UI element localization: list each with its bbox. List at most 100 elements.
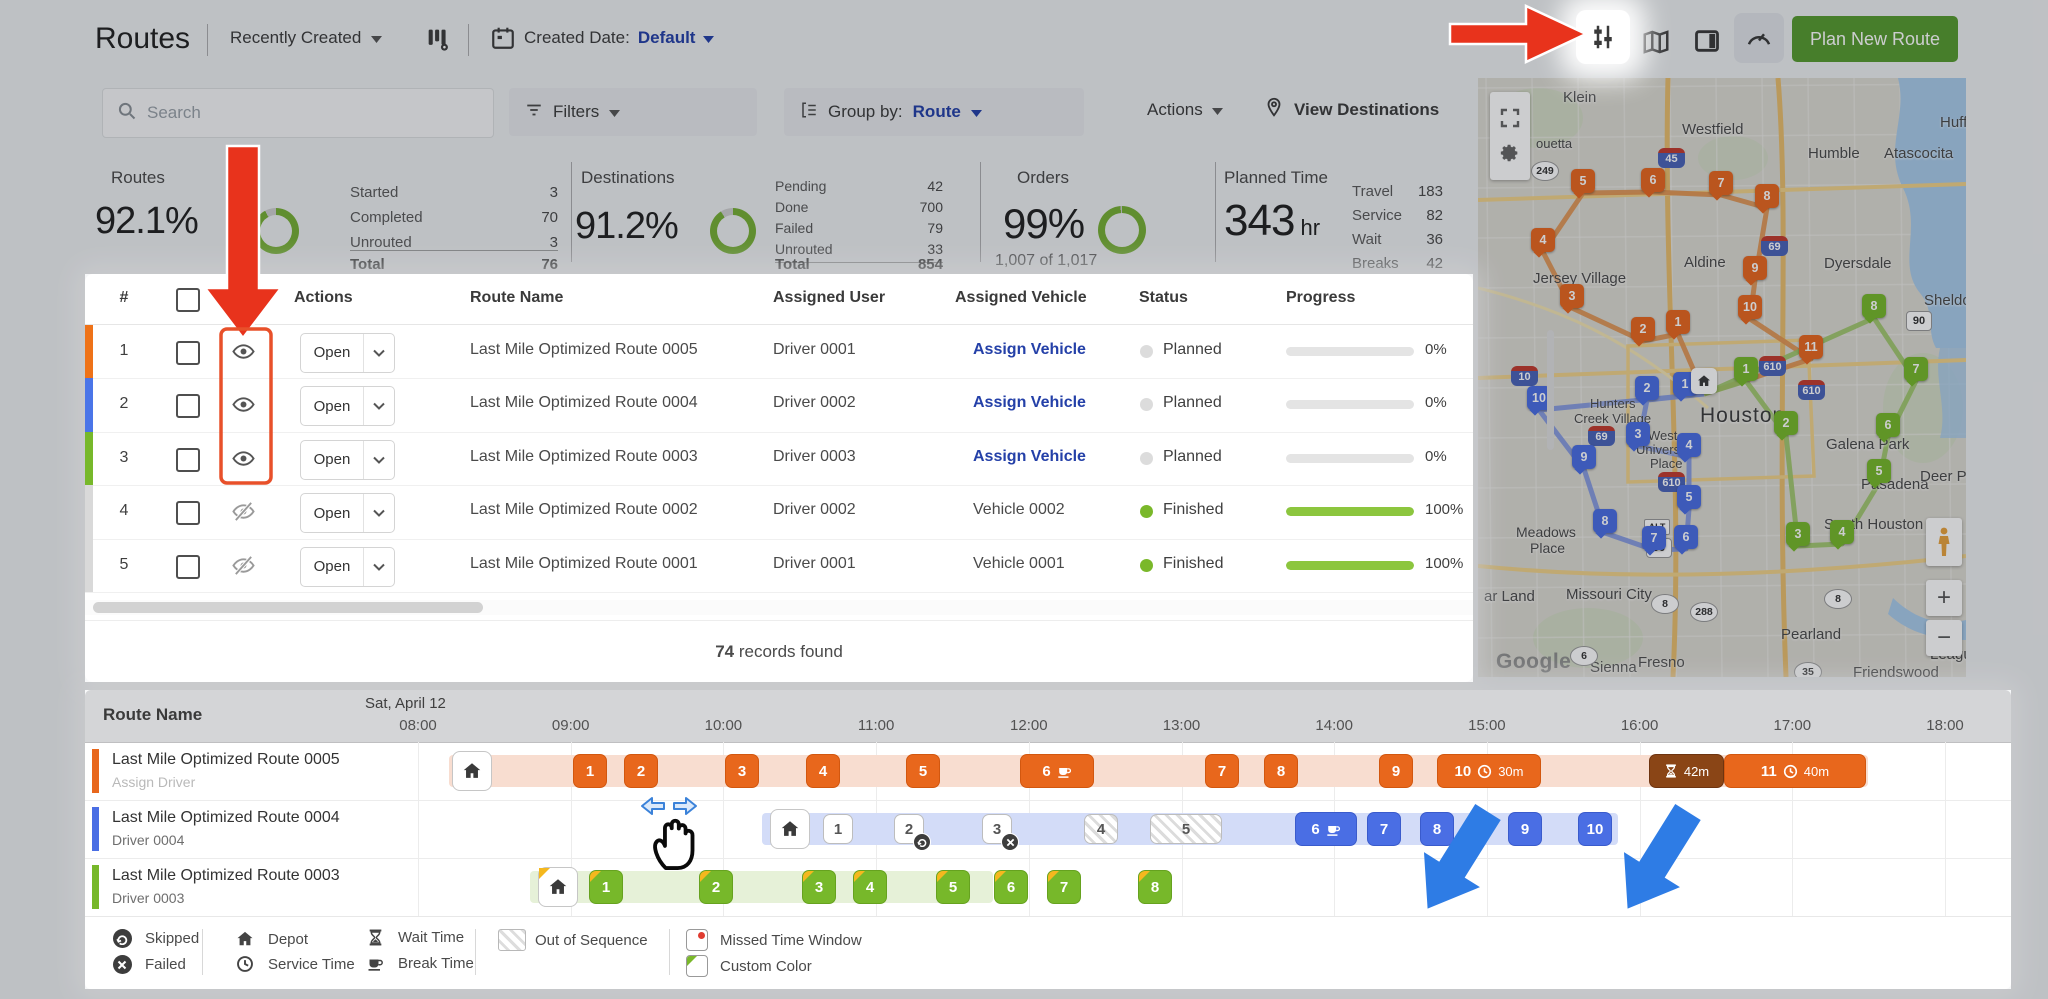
map-stop-marker[interactable]: 5 bbox=[1571, 169, 1595, 193]
row-checkbox[interactable] bbox=[176, 394, 200, 418]
route-stop[interactable]: 2 bbox=[624, 754, 658, 788]
route-stop[interactable]: 5 bbox=[1150, 814, 1222, 844]
route-stop[interactable]: 5 bbox=[936, 870, 970, 904]
open-route-button[interactable]: Open bbox=[300, 493, 395, 533]
fullscreen-icon[interactable] bbox=[1500, 108, 1520, 128]
eye-icon[interactable] bbox=[232, 393, 255, 416]
depot-home-marker[interactable] bbox=[538, 867, 578, 907]
route-stop[interactable]: 8 bbox=[1264, 754, 1298, 788]
route-stop[interactable]: 6 bbox=[994, 870, 1028, 904]
map-stop-marker[interactable]: 6 bbox=[1641, 168, 1665, 192]
created-date-dropdown[interactable]: Created Date: Default bbox=[524, 28, 715, 48]
eye-icon[interactable] bbox=[232, 340, 255, 363]
filters-button[interactable]: Filters bbox=[509, 88, 757, 136]
table-row[interactable]: 1 Open Last Mile Optimized Route 0005 Dr… bbox=[85, 324, 1473, 379]
plan-new-route-button[interactable]: Plan New Route bbox=[1792, 16, 1958, 62]
map-stop-marker[interactable]: 8 bbox=[1862, 294, 1886, 318]
select-all-checkbox[interactable] bbox=[176, 288, 200, 312]
dashboard-button[interactable] bbox=[1734, 13, 1784, 63]
column-settings-icon[interactable] bbox=[424, 25, 452, 53]
open-menu-chevron[interactable] bbox=[363, 387, 394, 425]
row-checkbox[interactable] bbox=[176, 340, 200, 365]
route-stop[interactable]: 3 bbox=[982, 814, 1019, 851]
map-stop-marker[interactable]: 5 bbox=[1867, 459, 1891, 483]
route-stop[interactable]: 11 40m bbox=[1724, 754, 1866, 788]
timeline-track[interactable]: 1 2 3 4 5 6 7 8 bbox=[353, 858, 2011, 916]
table-row[interactable]: 5 Open Last Mile Optimized Route 0001 Dr… bbox=[85, 538, 1473, 593]
map-settings-gear-icon[interactable] bbox=[1499, 142, 1521, 164]
map-stop-marker[interactable]: 10 bbox=[1738, 295, 1762, 319]
map-stop-marker[interactable]: 2 bbox=[1635, 376, 1659, 400]
search-input[interactable]: Search bbox=[102, 88, 494, 138]
map-stop-marker[interactable]: 6 bbox=[1674, 525, 1698, 549]
actions-dropdown[interactable]: Actions bbox=[1147, 100, 1223, 120]
eye-off-icon[interactable] bbox=[232, 500, 255, 523]
open-menu-chevron[interactable] bbox=[363, 440, 394, 479]
route-stop[interactable]: 3 bbox=[802, 870, 836, 904]
map-view-button[interactable] bbox=[1641, 27, 1671, 57]
assigned-vehicle[interactable]: Assign Vehicle bbox=[973, 447, 1086, 465]
eye-off-icon[interactable] bbox=[232, 554, 255, 577]
open-menu-chevron[interactable] bbox=[363, 547, 394, 586]
assigned-vehicle[interactable]: Assign Vehicle bbox=[973, 394, 1086, 411]
map-stop-marker[interactable]: 8 bbox=[1593, 509, 1617, 533]
row-checkbox[interactable] bbox=[176, 554, 200, 579]
route-stop[interactable]: 1 bbox=[573, 754, 607, 788]
open-route-button[interactable]: Open bbox=[300, 332, 395, 373]
map-stop-marker[interactable]: 7 bbox=[1709, 171, 1733, 195]
wait-time-block[interactable]: 42m bbox=[1649, 754, 1724, 788]
table-row[interactable]: 2 Open Last Mile Optimized Route 0004 Dr… bbox=[85, 378, 1473, 433]
map-stop-marker[interactable]: 4 bbox=[1830, 520, 1854, 544]
route-stop[interactable]: 4 bbox=[1084, 814, 1118, 844]
route-stop[interactable]: 2 bbox=[699, 870, 733, 904]
route-stop[interactable]: 7 bbox=[1205, 754, 1239, 788]
map-stop-marker[interactable]: 9 bbox=[1743, 256, 1767, 280]
depot-home-marker[interactable] bbox=[770, 809, 810, 849]
route-stop[interactable]: 3 bbox=[725, 754, 759, 788]
route-stop[interactable]: 7 bbox=[1047, 870, 1081, 904]
open-menu-chevron[interactable] bbox=[363, 494, 394, 532]
route-stop[interactable]: 4 bbox=[806, 754, 840, 788]
map-stop-marker[interactable]: 4 bbox=[1677, 433, 1701, 457]
street-view-pegman[interactable] bbox=[1926, 518, 1962, 566]
vertical-scrollbar[interactable] bbox=[1547, 330, 1554, 450]
route-stop[interactable]: 6 bbox=[1020, 754, 1094, 788]
map[interactable]: Klein Westfield Humble Atascocita Huff ouetta… bbox=[1478, 78, 1966, 677]
row-checkbox[interactable] bbox=[176, 447, 200, 472]
map-depot-marker[interactable] bbox=[1691, 368, 1717, 394]
depot-home-marker[interactable] bbox=[452, 751, 492, 791]
map-stop-marker[interactable]: 9 bbox=[1572, 445, 1596, 469]
map-stop-marker[interactable]: 2 bbox=[1631, 317, 1655, 341]
assigned-vehicle[interactable]: Assign Vehicle bbox=[973, 340, 1086, 358]
route-stop[interactable]: 1 bbox=[823, 814, 853, 844]
route-stop[interactable]: 8 bbox=[1138, 870, 1172, 904]
map-stop-marker[interactable]: 6 bbox=[1876, 413, 1900, 437]
map-stop-marker[interactable]: 1 bbox=[1666, 310, 1690, 334]
map-stop-marker[interactable]: 8 bbox=[1755, 184, 1779, 208]
open-menu-chevron[interactable] bbox=[363, 333, 394, 372]
map-stop-marker[interactable]: 7 bbox=[1642, 526, 1666, 550]
route-stop[interactable]: 8 bbox=[1420, 812, 1454, 846]
map-zoom-out-button[interactable]: − bbox=[1926, 620, 1962, 656]
route-stop[interactable]: 5 bbox=[906, 754, 940, 788]
map-stop-marker[interactable]: 3 bbox=[1786, 522, 1810, 546]
row-checkbox[interactable] bbox=[176, 501, 200, 525]
view-destinations-button[interactable]: View Destinations bbox=[1263, 96, 1439, 123]
route-stop[interactable]: 4 bbox=[853, 870, 887, 904]
open-route-button[interactable]: Open bbox=[300, 386, 395, 426]
open-route-button[interactable]: Open bbox=[300, 439, 395, 480]
map-stop-marker[interactable]: 7 bbox=[1904, 357, 1928, 381]
map-stop-marker[interactable]: 4 bbox=[1531, 228, 1555, 252]
eye-icon[interactable] bbox=[232, 447, 255, 470]
route-stop[interactable]: 2 bbox=[894, 814, 931, 851]
timeline-track[interactable]: 1 2 3 4 5 6 7 8 9 10 30m 42m 11 40m bbox=[353, 742, 2011, 800]
timeline-track[interactable]: 1 2 3 4 5 6 7 8 9 10 bbox=[353, 800, 2011, 858]
sort-dropdown[interactable]: Recently Created bbox=[230, 28, 383, 48]
map-stop-marker[interactable]: 3 bbox=[1560, 284, 1584, 308]
map-stop-marker[interactable]: 5 bbox=[1677, 485, 1701, 509]
hscroll-thumb[interactable] bbox=[93, 602, 483, 613]
table-row[interactable]: 4 Open Last Mile Optimized Route 0002 Dr… bbox=[85, 485, 1473, 540]
group-by-button[interactable]: Group by: Route bbox=[784, 88, 1084, 136]
map-stop-marker[interactable]: 11 bbox=[1799, 335, 1823, 359]
panel-view-button[interactable] bbox=[1693, 27, 1721, 55]
